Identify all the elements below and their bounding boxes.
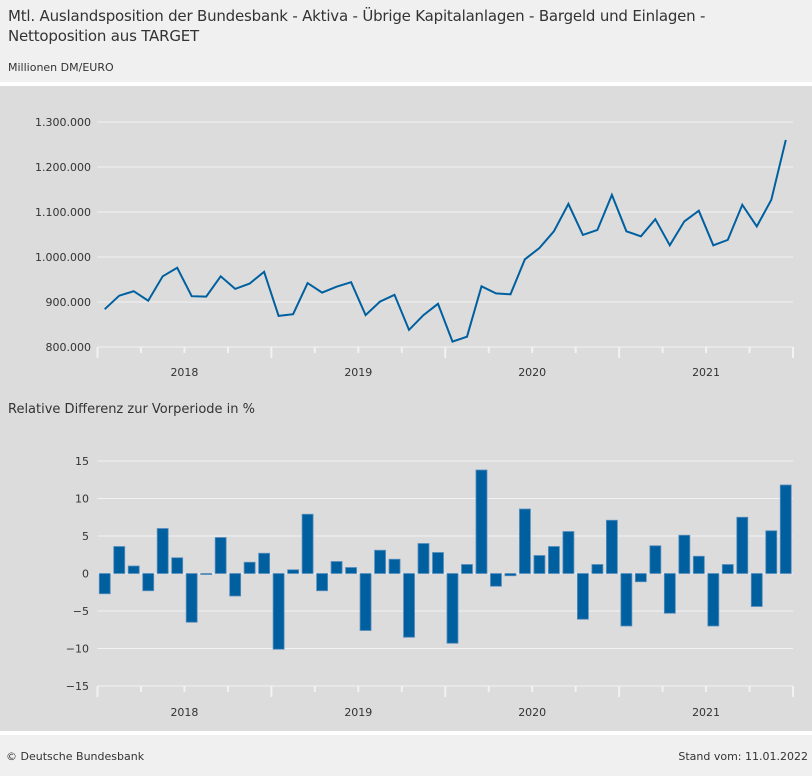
bar (707, 573, 720, 627)
bar (533, 555, 546, 574)
bar (403, 573, 415, 638)
chart-header: Mtl. Auslandsposition der Bundesbank - A… (0, 0, 812, 82)
y-tick-label: 1.200.000 (35, 161, 91, 174)
bar (504, 573, 517, 577)
bar (663, 573, 676, 614)
y-tick-label: 1.100.000 (35, 206, 91, 219)
series-line (104, 139, 787, 343)
bar (678, 534, 691, 574)
bar (272, 573, 285, 650)
bar (98, 573, 111, 595)
footer: © Deutsche Bundesbank Stand vom: 11.01.2… (0, 735, 812, 776)
y-tick-label: 0 (82, 568, 89, 581)
bar (736, 516, 749, 574)
bar (185, 573, 198, 623)
x-tick-label: 2020 (518, 706, 546, 719)
bar (359, 573, 372, 631)
y-tick-label: 1.300.000 (35, 116, 91, 129)
bar (142, 573, 155, 592)
bar (258, 552, 271, 574)
x-tick-label: 2018 (170, 366, 198, 379)
x-tick-label: 2021 (692, 366, 720, 379)
bar (548, 546, 560, 574)
bar (316, 573, 328, 592)
bar (475, 469, 488, 574)
bar (779, 484, 792, 574)
bar (243, 561, 256, 574)
bar (330, 561, 343, 574)
bar (417, 543, 430, 574)
x-tick-label: 2018 (170, 706, 198, 719)
x-tick-label: 2019 (344, 366, 372, 379)
bar (461, 564, 473, 574)
y-tick-label: −10 (66, 643, 89, 656)
bar (214, 537, 227, 574)
stand-date: Stand vom: 11.01.2022 (678, 750, 808, 763)
bar (200, 573, 213, 575)
y-tick-label: −5 (73, 605, 89, 618)
bar (287, 569, 300, 574)
y-tick-label: 1.000.000 (35, 251, 91, 264)
chart-area: 800.000 900.000 1.000.000 1.100.000 1.200.00… (0, 86, 812, 731)
separator-bottom (0, 731, 812, 735)
bar (345, 567, 357, 574)
bar (620, 573, 633, 627)
chart-title: Mtl. Auslandsposition der Bundesbank - A… (8, 7, 706, 45)
bar (577, 573, 589, 620)
unit-label: Millionen DM/EURO (8, 61, 114, 74)
bar (605, 519, 618, 574)
y-tick-label: 5 (82, 530, 89, 543)
bar-chart: Relative Differenz zur Vorperiode in % −… (8, 402, 794, 719)
bar (171, 557, 184, 574)
y-tick-label: −15 (66, 680, 89, 693)
bar (374, 549, 386, 574)
bar (432, 552, 444, 574)
separator-top (0, 82, 812, 86)
bar (127, 565, 140, 574)
y-tick-label: 800.000 (46, 341, 92, 354)
y-tick-label: 15 (75, 455, 89, 468)
bar (634, 573, 647, 583)
bar (490, 573, 502, 587)
x-tick-label: 2020 (518, 366, 546, 379)
bar (765, 530, 778, 574)
bar (562, 531, 575, 574)
bar (591, 564, 604, 574)
y-tick-label: 10 (75, 493, 89, 506)
bar-chart-title: Relative Differenz zur Vorperiode in % (8, 402, 255, 417)
x-tick-label: 2021 (692, 706, 720, 719)
bar (750, 573, 763, 607)
bar (113, 546, 126, 574)
bar (649, 545, 662, 574)
copyright-text: © Deutsche Bundesbank (6, 750, 145, 763)
bar (388, 558, 401, 574)
bar (692, 555, 705, 574)
bar (301, 513, 314, 574)
y-tick-label: 900.000 (46, 296, 92, 309)
bar (156, 528, 169, 574)
bar (229, 573, 242, 597)
bar (519, 508, 531, 574)
bar (721, 564, 734, 574)
x-tick-label: 2019 (344, 706, 372, 719)
bar (446, 573, 459, 644)
line-chart: 800.000 900.000 1.000.000 1.100.000 1.200.00… (35, 116, 794, 379)
